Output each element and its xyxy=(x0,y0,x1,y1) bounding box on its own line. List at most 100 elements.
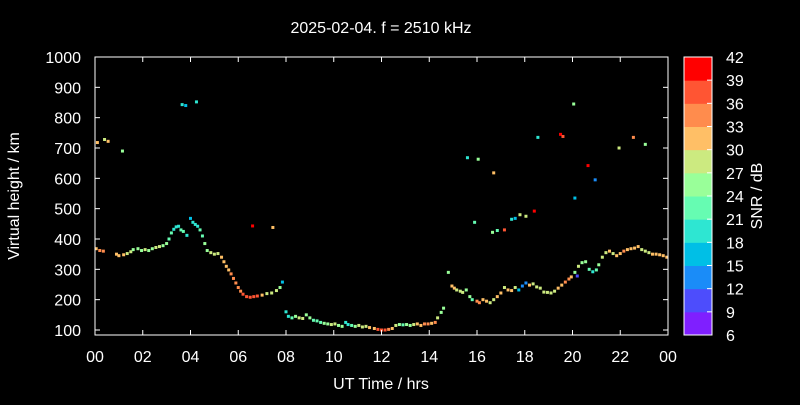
data-point xyxy=(319,320,323,324)
data-point xyxy=(337,323,341,327)
data-point xyxy=(465,156,469,160)
y-tick-label: 300 xyxy=(54,262,81,279)
x-tick-label: 04 xyxy=(182,349,200,366)
data-point xyxy=(584,260,588,264)
y-axis-label: Virtual height / km xyxy=(6,132,23,260)
data-point xyxy=(559,132,563,136)
data-point xyxy=(618,252,622,256)
data-point xyxy=(394,323,398,327)
x-tick-label: 00 xyxy=(86,349,104,366)
data-point xyxy=(436,316,440,320)
data-point xyxy=(252,295,256,299)
data-point xyxy=(567,277,571,281)
data-point xyxy=(315,319,319,323)
data-point xyxy=(387,327,391,331)
data-point xyxy=(353,324,357,328)
data-point xyxy=(412,323,416,327)
data-point xyxy=(203,242,207,246)
y-tick-label: 1000 xyxy=(45,50,81,67)
data-point xyxy=(569,275,573,279)
data-point xyxy=(556,286,560,290)
data-point xyxy=(260,293,264,297)
data-point xyxy=(433,320,437,324)
data-point xyxy=(185,233,189,237)
data-point xyxy=(114,252,118,256)
data-point xyxy=(439,310,443,314)
data-point xyxy=(103,138,107,142)
data-point xyxy=(594,268,598,272)
colorbar-tick-label: 12 xyxy=(726,282,744,299)
data-point xyxy=(265,292,269,296)
data-point xyxy=(222,260,226,264)
data-point xyxy=(189,216,192,220)
y-tick-label: 800 xyxy=(54,111,81,128)
data-point xyxy=(405,323,409,327)
colorbar-band xyxy=(684,126,712,151)
data-point xyxy=(397,323,401,327)
data-point xyxy=(297,316,301,320)
x-tick-label: 12 xyxy=(373,349,391,366)
colorbar-band xyxy=(684,196,712,220)
y-tick-label: 200 xyxy=(54,293,81,310)
data-point xyxy=(658,253,662,257)
x-tick-label: 18 xyxy=(516,349,534,366)
data-point xyxy=(245,295,249,299)
data-point xyxy=(311,318,315,322)
data-point xyxy=(150,247,154,251)
data-point xyxy=(485,299,489,303)
data-point xyxy=(106,139,110,143)
data-point xyxy=(125,252,129,256)
data-point xyxy=(154,245,158,249)
data-point xyxy=(364,324,368,328)
data-point xyxy=(481,298,485,302)
data-point xyxy=(278,286,282,290)
data-point xyxy=(631,135,635,139)
data-point xyxy=(181,229,185,233)
data-point xyxy=(326,322,330,326)
data-point xyxy=(633,246,637,250)
x-axis: 00 02 04 06 08 10 12 14 16 18 20 22 00 xyxy=(86,57,677,366)
data-point xyxy=(157,245,161,249)
data-point xyxy=(458,289,462,293)
colorbar-tick-label: 27 xyxy=(726,166,744,183)
data-point xyxy=(665,255,669,259)
data-point xyxy=(593,178,597,182)
data-point xyxy=(177,224,181,228)
data-point xyxy=(536,135,540,139)
data-point xyxy=(415,322,419,326)
data-point xyxy=(169,231,173,235)
y-tick-label: 500 xyxy=(54,202,81,219)
data-point xyxy=(636,245,640,249)
data-point xyxy=(502,286,506,290)
x-tick-label: 02 xyxy=(134,349,152,366)
data-point xyxy=(212,252,216,256)
colorbar-band xyxy=(684,80,712,104)
data-point xyxy=(216,252,220,256)
data-point xyxy=(172,227,176,231)
data-point xyxy=(604,251,608,255)
colorbar-band xyxy=(684,311,712,336)
data-point xyxy=(198,228,202,232)
data-point xyxy=(470,298,474,302)
data-point xyxy=(251,224,255,228)
data-point xyxy=(136,247,140,251)
data-point xyxy=(165,242,169,246)
data-point xyxy=(301,316,305,320)
data-point xyxy=(492,171,496,175)
data-point xyxy=(538,286,542,290)
colorbar-tick-label: 39 xyxy=(726,73,744,90)
data-point xyxy=(650,252,654,256)
data-point xyxy=(576,264,580,268)
data-point xyxy=(510,289,514,293)
x-tick-label: 16 xyxy=(468,349,486,366)
data-point xyxy=(193,222,197,226)
data-point xyxy=(520,284,524,288)
data-point xyxy=(661,254,665,258)
data-point xyxy=(643,249,647,253)
data-point xyxy=(580,261,584,265)
data-point xyxy=(561,134,565,138)
data-point xyxy=(241,292,245,296)
data-point xyxy=(95,141,99,145)
